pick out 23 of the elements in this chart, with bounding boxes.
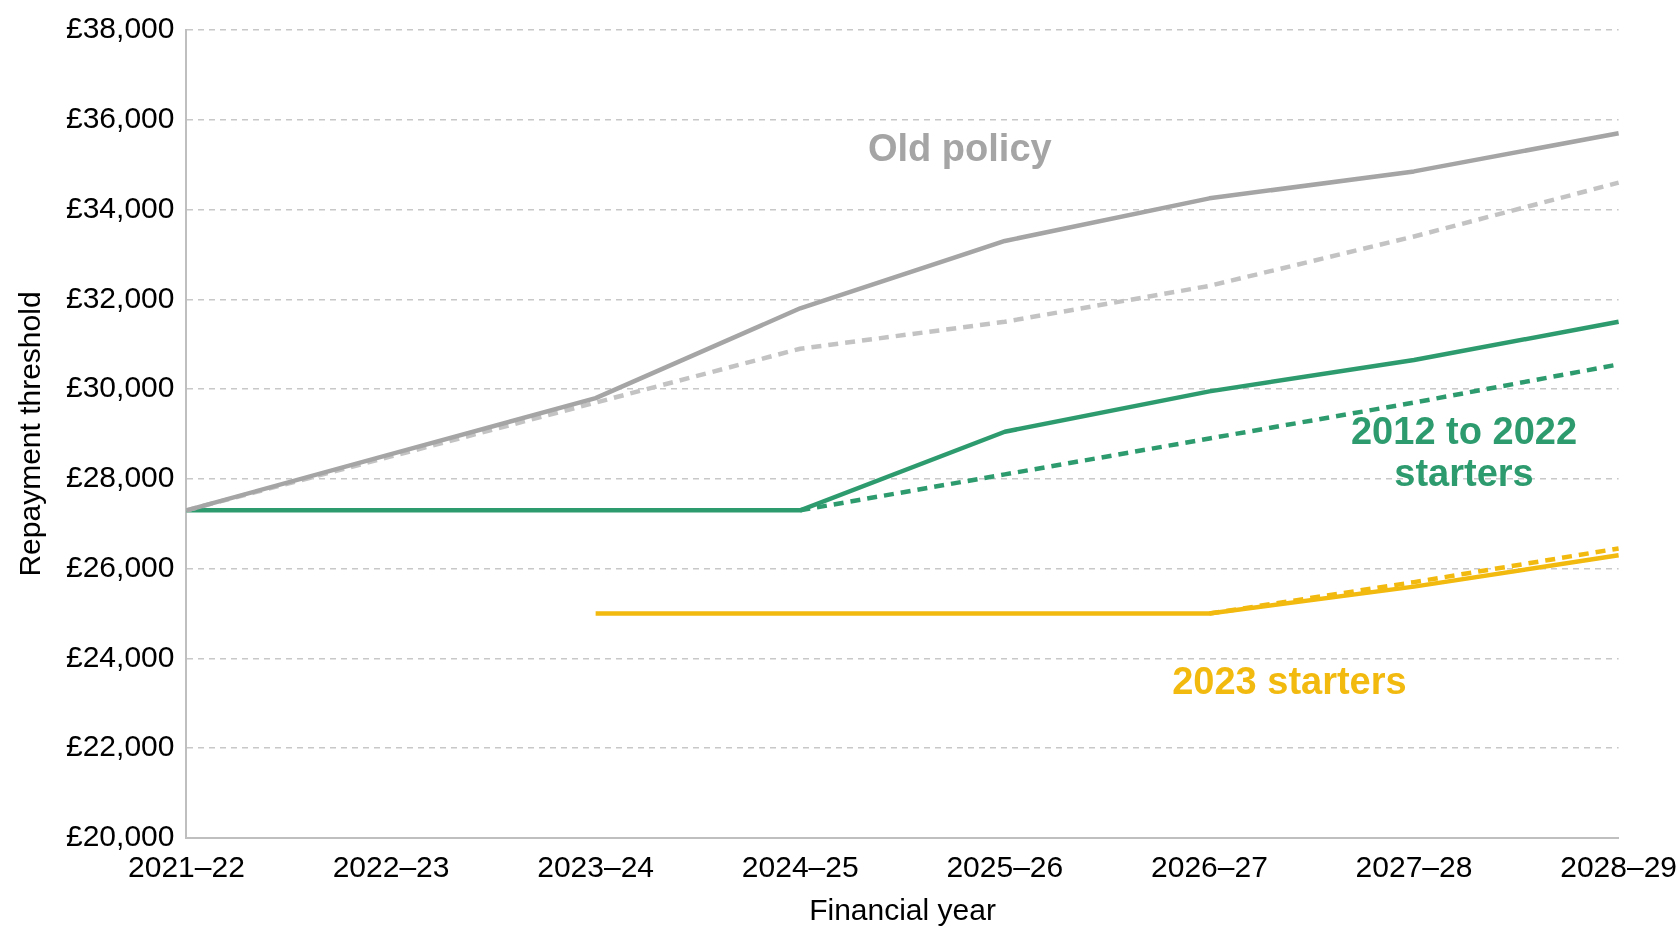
y-tick-label: £38,000 [65, 11, 175, 45]
y-axis-title: Repayment threshold [13, 291, 47, 577]
x-tick-label: 2022–23 [332, 850, 450, 884]
y-tick-label: £32,000 [65, 280, 175, 314]
y-tick-label: £26,000 [65, 549, 175, 583]
x-tick-label: 2023–24 [537, 850, 655, 884]
y-tick-label: £34,000 [65, 190, 175, 224]
series-label: 2012 to 2022 starters [1350, 410, 1578, 495]
x-tick-label: 2027–28 [1355, 850, 1473, 884]
y-tick-label: £36,000 [65, 101, 175, 135]
x-axis-title: Financial year [809, 893, 996, 927]
y-tick-label: £20,000 [65, 819, 175, 853]
x-tick-label: 2024–25 [741, 850, 859, 884]
x-tick-label: 2025–26 [946, 850, 1064, 884]
x-tick-label: 2021–22 [128, 850, 245, 884]
x-tick-label: 2028–29 [1560, 850, 1677, 884]
y-tick-label: £30,000 [65, 370, 175, 404]
series-label: 2023 starters [1172, 660, 1407, 703]
series-label: Old policy [867, 127, 1052, 170]
y-tick-label: £22,000 [65, 729, 175, 763]
x-tick-label: 2026–27 [1151, 850, 1268, 884]
y-tick-label: £28,000 [65, 460, 175, 494]
y-tick-label: £24,000 [65, 639, 175, 673]
